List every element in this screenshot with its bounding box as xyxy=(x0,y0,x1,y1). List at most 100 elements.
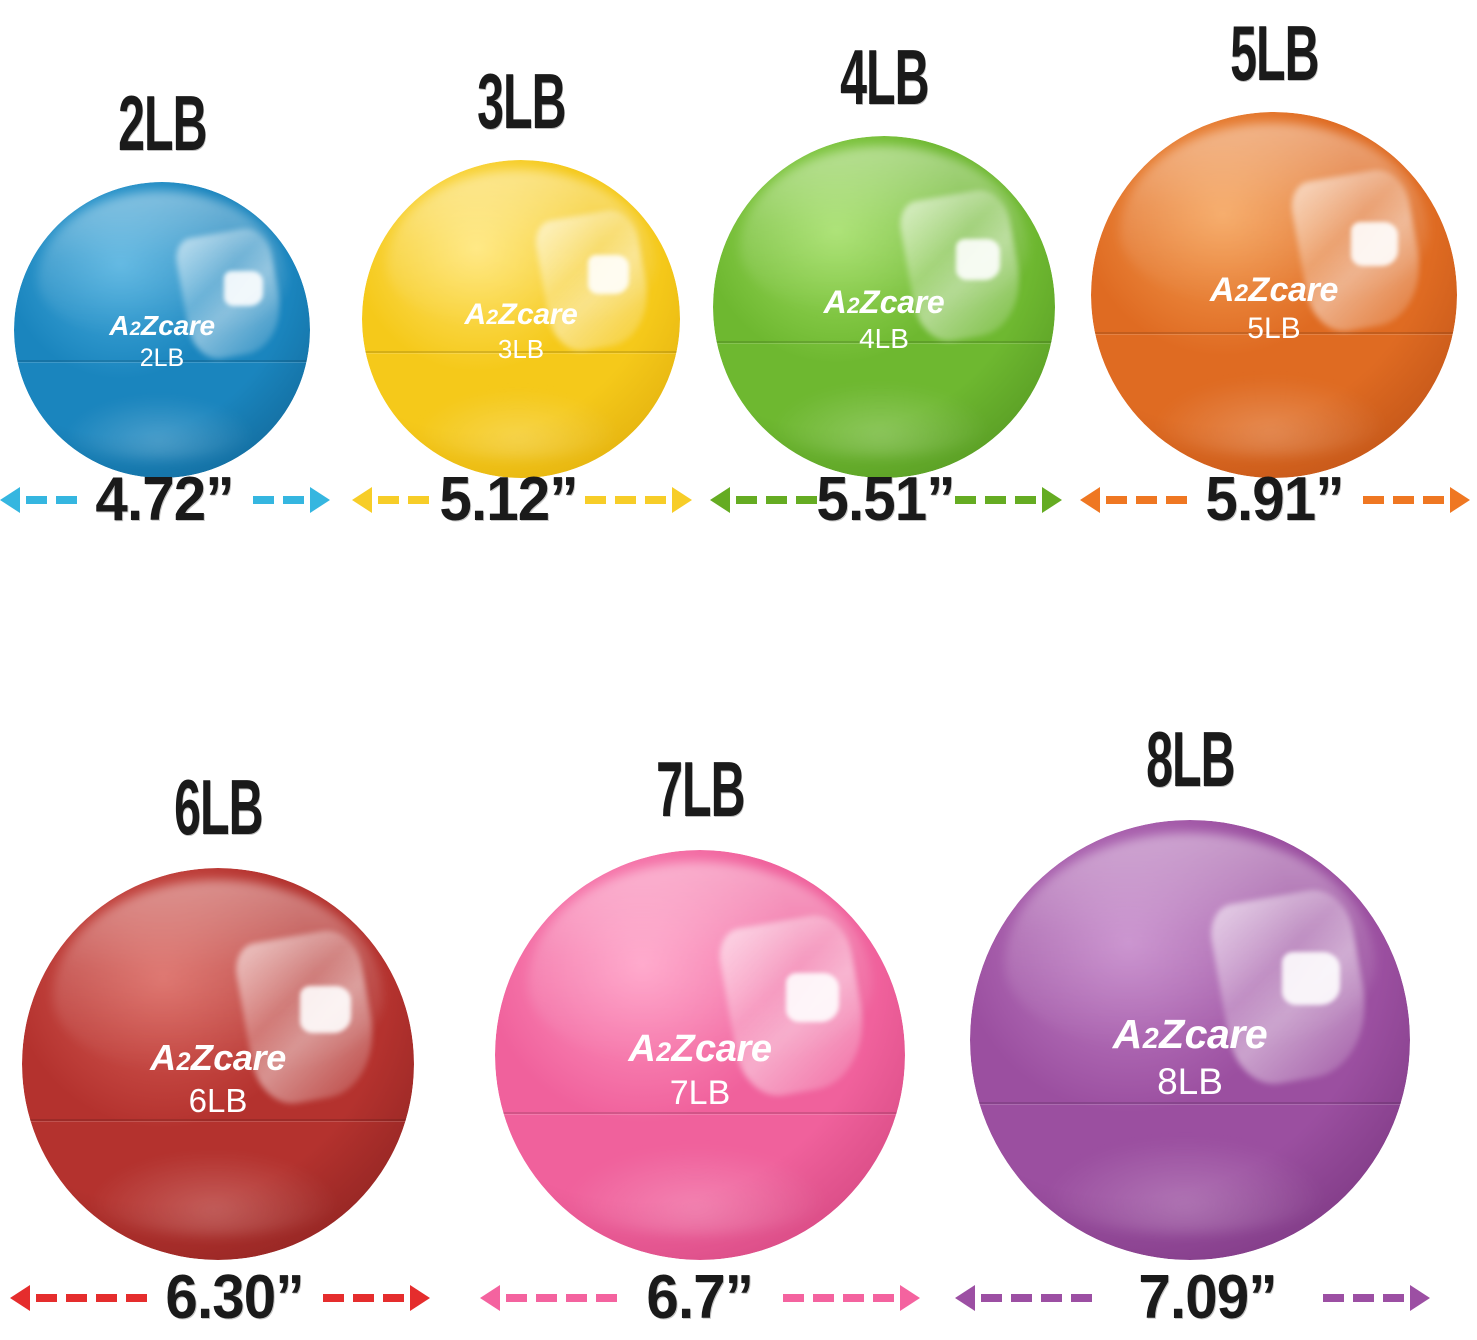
weight-heading-5lb: 5LB xyxy=(1229,8,1319,97)
arrow-dash xyxy=(408,496,429,504)
arrow-dash xyxy=(26,496,47,504)
weight-heading-4lb: 4LB xyxy=(839,32,929,121)
gloss-spec-highlight-icon xyxy=(1282,952,1340,1005)
ball-sphere xyxy=(362,160,680,478)
gloss-spec-highlight-icon xyxy=(587,255,630,294)
ball-4lb: A2Zcare 4LB xyxy=(713,136,1055,478)
arrow-right-icon xyxy=(1410,1285,1430,1311)
dimension-arrow-left xyxy=(1080,487,1194,513)
dimension-arrow-right xyxy=(764,1285,920,1311)
arrow-dash xyxy=(585,496,606,504)
arrow-dash xyxy=(56,496,77,504)
weight-heading-7lb: 7LB xyxy=(655,744,745,833)
arrow-dashes xyxy=(1357,496,1450,504)
arrow-dashes xyxy=(777,1294,900,1302)
arrow-right-icon xyxy=(310,487,330,513)
ball-8lb: A2Zcare 8LB xyxy=(970,820,1410,1260)
arrow-dash xyxy=(1383,1294,1404,1302)
dimension-arrow-left xyxy=(10,1285,154,1311)
product-row-bottom: 6LB A2Zcare 6LB 6.30” 7LB A2Zcare 7LB 6.7” 8LB A2… xyxy=(0,700,1477,1340)
gloss-spec-highlight-icon xyxy=(1350,221,1399,266)
arrow-right-icon xyxy=(1450,487,1470,513)
arrow-dash xyxy=(1166,496,1187,504)
gloss-spec-highlight-icon xyxy=(224,270,263,307)
arrow-dash xyxy=(36,1294,57,1302)
ball-seam-line xyxy=(14,359,310,362)
arrow-left-icon xyxy=(1080,487,1100,513)
gloss-bottom-highlight-icon xyxy=(61,395,257,461)
arrow-dash xyxy=(783,1294,804,1302)
arrow-dash xyxy=(1011,1294,1032,1302)
dimension-value: 5.51” xyxy=(816,465,956,534)
dimension-bar-5lb: 5.91” xyxy=(1080,469,1470,531)
product-cell-6lb: 6LB A2Zcare 6LB xyxy=(0,762,474,1260)
dimension-bar-4lb: 5.51” xyxy=(710,465,1062,534)
arrow-dash xyxy=(813,1294,834,1302)
arrow-dash xyxy=(766,496,787,504)
arrow-dash xyxy=(1136,496,1157,504)
arrow-dash xyxy=(353,1294,374,1302)
arrow-dash xyxy=(615,496,636,504)
arrow-dash xyxy=(1041,1294,1062,1302)
arrow-left-icon xyxy=(955,1285,975,1311)
arrow-dash xyxy=(253,496,274,504)
arrow-dash xyxy=(596,1294,617,1302)
gloss-bottom-highlight-icon xyxy=(767,382,994,458)
arrow-dash xyxy=(645,496,666,504)
dimension-arrow-right xyxy=(955,487,1062,513)
dimension-bar-6lb: 6.30” xyxy=(10,1263,430,1332)
arrow-right-icon xyxy=(1042,487,1062,513)
arrow-dash xyxy=(1423,496,1444,504)
gloss-spec-highlight-icon xyxy=(955,238,1001,280)
arrow-dash xyxy=(873,1294,894,1302)
dimension-value: 7.09” xyxy=(1138,1263,1277,1332)
arrow-left-icon xyxy=(480,1285,500,1311)
ball-sphere xyxy=(495,850,905,1260)
weight-heading-8lb: 8LB xyxy=(1145,714,1235,803)
gloss-spec-highlight-icon xyxy=(786,973,840,1023)
ball-3lb: A2Zcare 3LB xyxy=(362,160,680,478)
gloss-bottom-highlight-icon xyxy=(412,388,623,459)
ball-sphere xyxy=(22,868,414,1260)
weight-heading-6lb: 6LB xyxy=(173,762,263,851)
arrow-dash xyxy=(1393,496,1414,504)
arrow-dash xyxy=(323,1294,344,1302)
gloss-bottom-highlight-icon xyxy=(1040,1136,1331,1234)
arrow-dash xyxy=(506,1294,527,1302)
dimension-bar-7lb: 6.7” xyxy=(480,1267,920,1329)
dimension-value: 6.30” xyxy=(165,1263,305,1332)
ball-5lb: A2Zcare 5LB xyxy=(1091,112,1457,478)
arrow-dash xyxy=(66,1294,87,1302)
dimension-arrow-right xyxy=(246,487,330,513)
arrow-dash xyxy=(1363,496,1384,504)
arrow-dash xyxy=(981,1294,1002,1302)
arrow-dash xyxy=(985,496,1006,504)
dimension-arrow-left xyxy=(0,487,84,513)
arrow-dash xyxy=(378,496,399,504)
arrow-dashes xyxy=(949,496,1042,504)
arrow-dash xyxy=(843,1294,864,1302)
weight-heading-3lb: 3LB xyxy=(476,56,566,145)
gloss-bottom-highlight-icon xyxy=(560,1145,832,1236)
product-cell-8lb: 8LB A2Zcare 8LB xyxy=(910,714,1470,1260)
arrow-dash xyxy=(1015,496,1036,504)
arrow-dash xyxy=(96,1294,117,1302)
weight-heading-2lb: 2LB xyxy=(117,78,207,167)
gloss-spec-highlight-icon xyxy=(300,985,352,1033)
arrow-left-icon xyxy=(710,487,730,513)
ball-seam-line xyxy=(970,1101,1410,1104)
arrow-dash xyxy=(1106,496,1127,504)
arrow-dash xyxy=(1071,1294,1092,1302)
ball-7lb: A2Zcare 7LB xyxy=(495,850,905,1260)
arrow-dashes xyxy=(730,496,823,504)
dimension-bar-3lb: 5.12” xyxy=(352,469,692,531)
ball-seam-line xyxy=(362,350,680,353)
gloss-bottom-highlight-icon xyxy=(1149,375,1392,457)
arrow-dashes xyxy=(372,496,435,504)
arrow-dash xyxy=(736,496,757,504)
dimension-bar-8lb: 7.09” xyxy=(955,1263,1430,1332)
ball-sphere xyxy=(14,182,310,478)
gloss-bottom-highlight-icon xyxy=(84,1150,344,1237)
arrow-left-icon xyxy=(0,487,20,513)
